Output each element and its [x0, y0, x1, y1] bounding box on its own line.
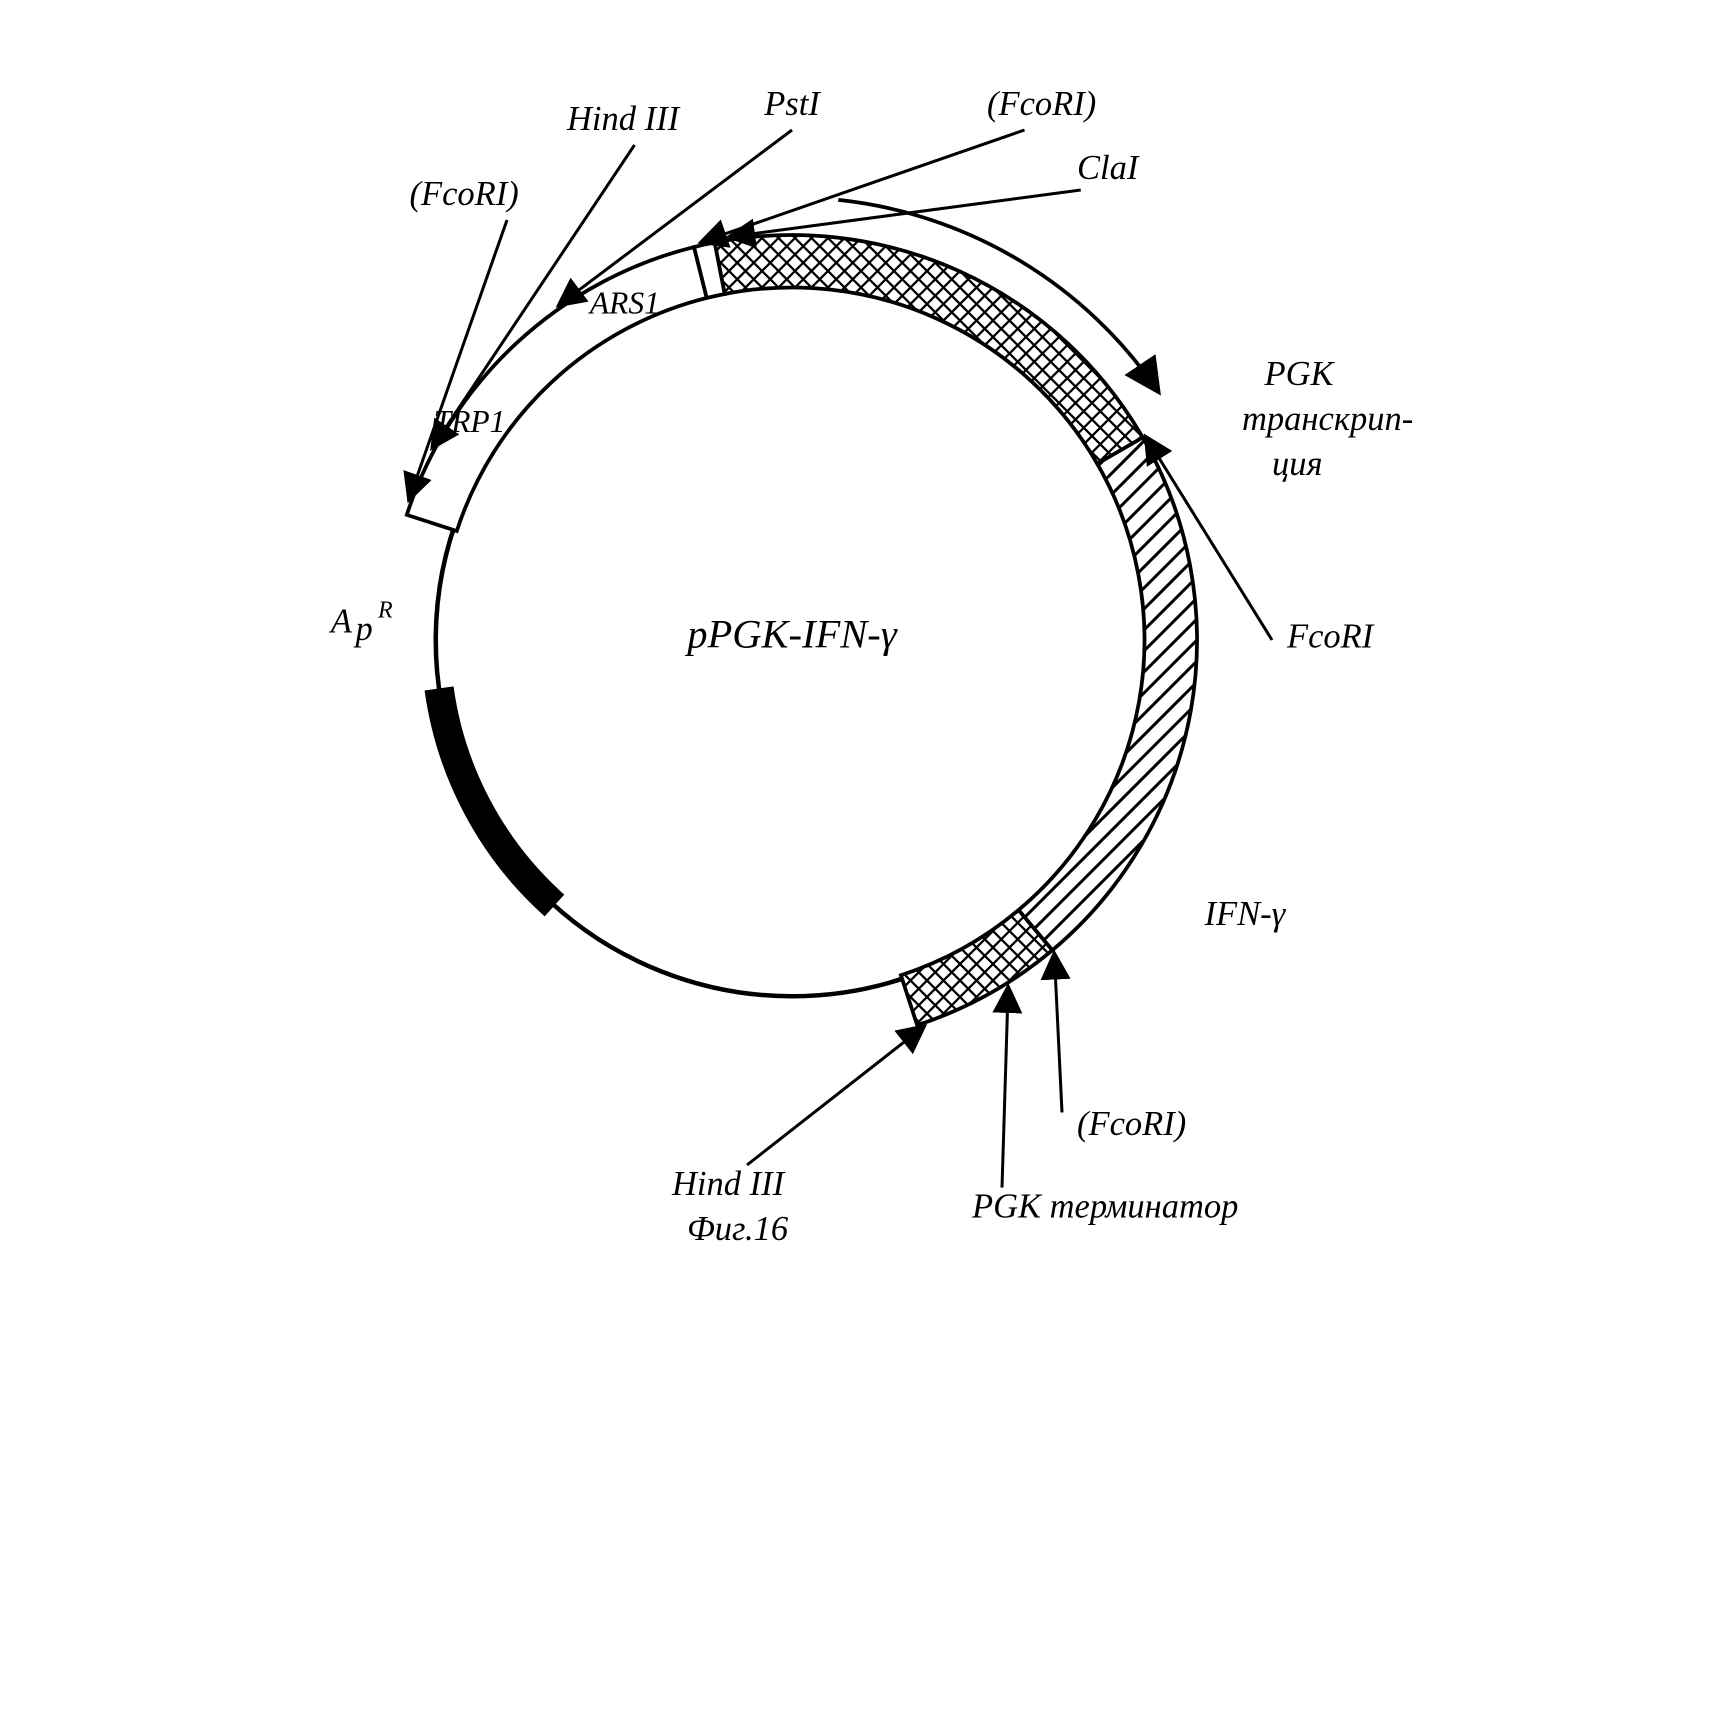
- hind3-top-label: Hind III: [566, 100, 681, 138]
- hind3-bot-label: Hind III: [671, 1165, 786, 1203]
- ifn-label: IFN-γ: [1203, 895, 1286, 933]
- fcori-bot-label: (FcoRI): [1077, 1105, 1186, 1143]
- psti-label: PstI: [763, 85, 821, 123]
- plasmid-title: pPGK-IFN-γ: [684, 612, 897, 657]
- plasmid-map-diagram: TRP1 ARS1 pPGK-IFN-γ ApR (FcoRI) Hind III PstI…: [267, 40, 1467, 1315]
- apr-segment: [425, 688, 562, 915]
- pgk-trans-l2: транскрип-: [1242, 400, 1413, 438]
- pgk-term-label: PGK терминатор: [971, 1188, 1238, 1226]
- pgk-term-arrow: [1002, 986, 1008, 1187]
- apr-label: p: [352, 610, 372, 648]
- ifn-segment: [1018, 438, 1196, 951]
- clai-label: ClaI: [1077, 149, 1140, 187]
- fcori-tr-label: (FcoRI): [987, 85, 1096, 123]
- fcori-tr-arrow: [700, 130, 1024, 242]
- trp-ars-segment: [406, 247, 706, 531]
- pgk-terminator-segment: [900, 910, 1051, 1025]
- apr-label: A: [328, 603, 352, 641]
- fcori-bot-arrow: [1054, 953, 1062, 1113]
- trp1-label: TRP1: [433, 404, 505, 439]
- hind3-bot-arrow: [747, 1026, 925, 1165]
- fcori-tl-label: (FcoRI): [409, 175, 518, 213]
- ars1-label: ARS1: [587, 286, 659, 321]
- pgk-promoter-segment: [714, 235, 1142, 464]
- pgk-trans-l1: PGK: [1263, 355, 1335, 393]
- pgk-trans-l3: ция: [1272, 445, 1323, 483]
- figure-caption: Фиг.16: [687, 1210, 789, 1248]
- fcori-mid-label: FcoRI: [1286, 618, 1375, 656]
- apr-label: R: [377, 598, 393, 624]
